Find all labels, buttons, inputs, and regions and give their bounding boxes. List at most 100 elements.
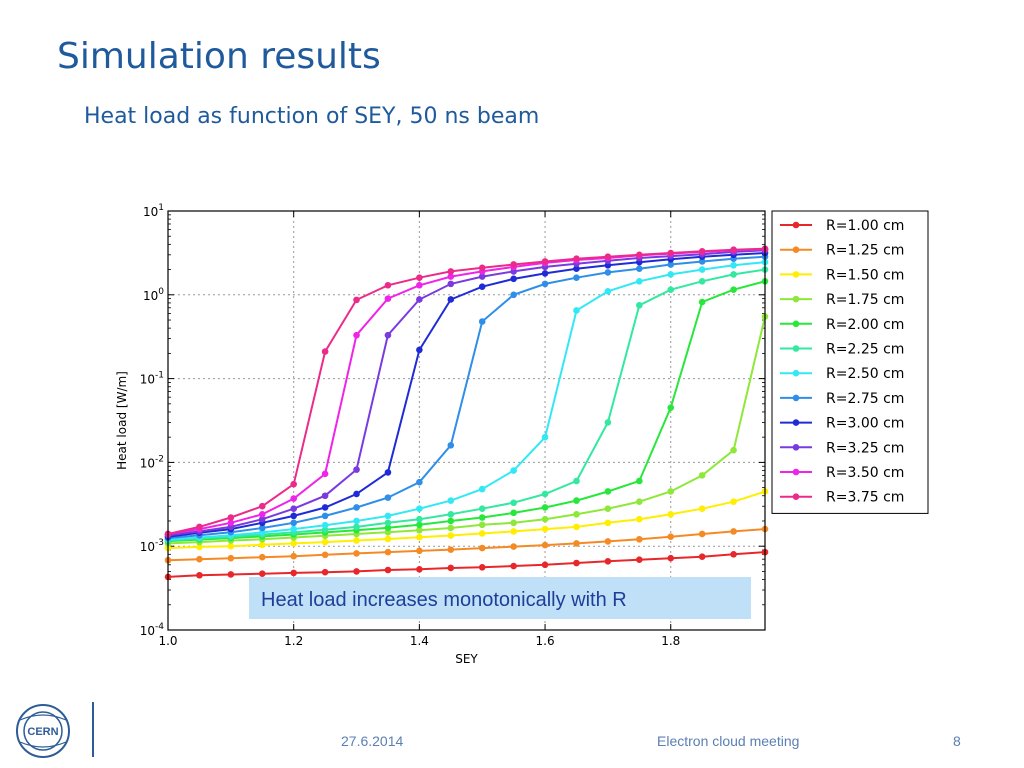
series-point — [510, 275, 517, 283]
legend-marker — [792, 493, 800, 501]
series-point — [730, 528, 737, 535]
series-point — [478, 264, 486, 272]
series-point — [541, 541, 549, 549]
series-point — [730, 446, 737, 454]
series-point — [541, 490, 549, 498]
legend-marker — [792, 320, 800, 328]
series-point — [290, 569, 297, 577]
x-axis-label: SEY — [455, 652, 478, 666]
series-point — [321, 470, 329, 478]
series-point — [667, 271, 675, 278]
series-point — [478, 283, 486, 290]
series-point — [416, 526, 423, 534]
series-point — [636, 535, 643, 543]
legend-label: R=1.25 cm — [826, 243, 904, 259]
series-point — [416, 515, 423, 523]
series-point — [416, 281, 423, 289]
footer-page-number: 8 — [953, 733, 961, 749]
legend-label: R=1.50 cm — [826, 267, 904, 283]
series-point — [258, 524, 266, 532]
series-line-9 — [167, 249, 766, 537]
series-point — [290, 512, 297, 520]
series-point — [541, 561, 549, 569]
series-point — [510, 261, 517, 268]
series-point — [196, 571, 203, 579]
series-point — [227, 554, 235, 562]
x-tick-label: 1.0 — [158, 634, 177, 648]
series-point — [604, 253, 612, 260]
series-point — [416, 296, 423, 303]
series-point — [353, 537, 360, 544]
series-point — [573, 307, 580, 314]
series-point — [698, 298, 706, 306]
series-point — [353, 504, 360, 511]
series-point — [730, 271, 737, 278]
series-point — [604, 505, 612, 513]
series-point — [636, 498, 643, 505]
series-point — [573, 255, 580, 262]
series-point — [667, 286, 675, 294]
series-point — [510, 509, 517, 517]
series-point — [290, 480, 297, 488]
series-point — [196, 555, 203, 563]
series-point — [698, 248, 706, 255]
series-point — [353, 490, 360, 498]
series-point — [667, 488, 675, 495]
series-point — [447, 517, 455, 525]
series-point — [416, 521, 423, 529]
cern-logo: CERN — [16, 704, 70, 758]
series-point — [227, 571, 235, 578]
series-point — [478, 485, 486, 493]
series-point — [321, 551, 329, 559]
series-point — [636, 477, 643, 485]
series-point — [321, 504, 329, 511]
series-point — [384, 281, 392, 289]
series-line-7 — [167, 255, 766, 540]
series-point — [604, 488, 612, 495]
series-point — [416, 478, 423, 486]
series-point — [227, 514, 235, 521]
slide-subtitle: Heat load as function of SEY, 50 ns beam — [84, 104, 540, 129]
y-tick-label: 101 — [143, 203, 164, 219]
series-point — [698, 472, 706, 479]
legend-label: R=2.50 cm — [826, 366, 904, 382]
series-point — [290, 552, 297, 560]
series-point — [196, 543, 203, 551]
series-point — [290, 505, 297, 513]
series-point — [384, 566, 392, 574]
y-tick-label: 100 — [143, 287, 164, 303]
series-point — [447, 441, 455, 449]
series-point — [573, 477, 580, 485]
series-point — [353, 517, 360, 525]
series-point — [321, 348, 329, 355]
legend-box — [771, 210, 929, 514]
series-point — [510, 519, 517, 527]
series-point — [636, 556, 643, 564]
series-point — [730, 286, 737, 294]
series-point — [573, 274, 580, 281]
series-point — [604, 288, 612, 295]
series-point — [730, 498, 737, 505]
y-tick-label: 10-3 — [140, 538, 164, 554]
heat-load-chart: 1.0 1.2 1.4 1.6 1.8 10-4 10-3 10-2 10-1 100 101 SEY… — [115, 203, 929, 666]
series-point — [384, 548, 392, 556]
series-point — [604, 419, 612, 426]
series-point — [353, 296, 360, 304]
slide-title: Simulation results — [57, 36, 381, 77]
x-tick-label: 1.6 — [536, 634, 555, 648]
series-point — [447, 524, 455, 532]
series-point — [353, 568, 360, 575]
series-point — [698, 258, 706, 265]
series-point — [478, 521, 486, 529]
legend-marker — [792, 419, 800, 426]
series-point — [541, 258, 549, 265]
series-point — [290, 495, 297, 502]
callout-text: Heat load increases monotonically with R — [261, 589, 627, 611]
series-point — [573, 265, 580, 272]
legend-marker — [792, 345, 800, 352]
series-point — [636, 265, 643, 272]
series-point — [698, 266, 706, 273]
series-point — [321, 568, 329, 576]
series-point — [698, 277, 706, 285]
series-point — [667, 249, 675, 257]
